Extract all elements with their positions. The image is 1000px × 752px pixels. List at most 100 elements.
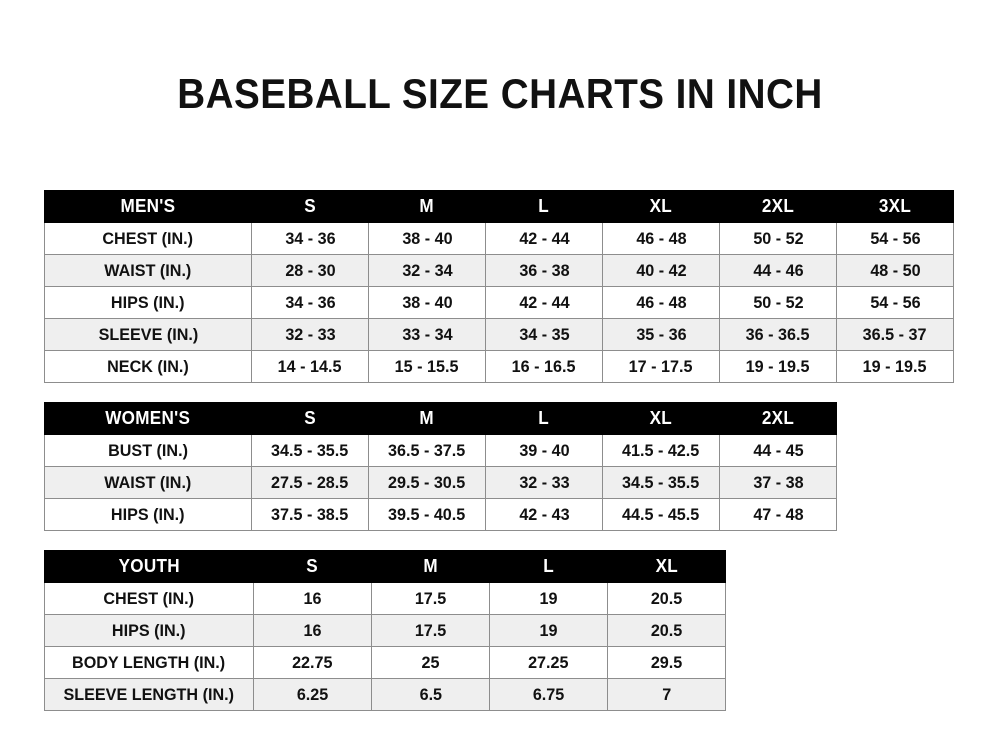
womens-measurement-cell: 42 - 43 bbox=[485, 498, 603, 531]
youth-size-table: YOUTH S M L XL CHEST (IN.) 16 17.5 19 20.5 HIPS (… bbox=[44, 550, 726, 711]
womens-measurement-cell: 44 - 45 bbox=[719, 434, 837, 467]
table-row: CHEST (IN.) 16 17.5 19 20.5 bbox=[44, 582, 726, 615]
womens-header-row: WOMEN'S S M L XL 2XL bbox=[44, 402, 837, 435]
womens-table-head: WOMEN'S S M L XL 2XL bbox=[44, 402, 837, 435]
mens-measurement-cell: 40 - 42 bbox=[602, 254, 720, 287]
womens-row-label: HIPS (IN.) bbox=[44, 498, 252, 531]
womens-measurement-cell: 39.5 - 40.5 bbox=[368, 498, 486, 531]
mens-row-label: HIPS (IN.) bbox=[44, 286, 252, 319]
table-row: WAIST (IN.) 28 - 30 32 - 34 36 - 38 40 - 42 4… bbox=[44, 254, 954, 287]
table-row: HIPS (IN.) 37.5 - 38.5 39.5 - 40.5 42 - 43 4… bbox=[44, 498, 837, 531]
mens-measurement-cell: 38 - 40 bbox=[368, 222, 486, 255]
mens-measurement-cell: 17 - 17.5 bbox=[602, 350, 720, 383]
mens-size-header-xl: XL bbox=[602, 190, 720, 223]
mens-measurement-cell: 28 - 30 bbox=[251, 254, 369, 287]
youth-measurement-cell: 20.5 bbox=[607, 582, 726, 615]
womens-measurement-cell: 37.5 - 38.5 bbox=[251, 498, 369, 531]
mens-measurement-cell: 48 - 50 bbox=[836, 254, 954, 287]
mens-measurement-cell: 34 - 36 bbox=[251, 286, 369, 319]
mens-measurement-cell: 42 - 44 bbox=[485, 222, 603, 255]
womens-measurement-cell: 27.5 - 28.5 bbox=[251, 466, 369, 499]
mens-measurement-cell: 42 - 44 bbox=[485, 286, 603, 319]
table-row: BODY LENGTH (IN.) 22.75 25 27.25 29.5 bbox=[44, 646, 726, 679]
youth-measurement-cell: 16 bbox=[253, 582, 372, 615]
youth-header-row: YOUTH S M L XL bbox=[44, 550, 726, 583]
page-title: BASEBALL SIZE CHARTS IN INCH bbox=[177, 70, 823, 117]
mens-measurement-cell: 54 - 56 bbox=[836, 222, 954, 255]
table-row: NECK (IN.) 14 - 14.5 15 - 15.5 16 - 16.5 17 … bbox=[44, 350, 954, 383]
youth-row-label: HIPS (IN.) bbox=[44, 614, 254, 647]
womens-measurement-cell: 39 - 40 bbox=[485, 434, 603, 467]
youth-measurement-cell: 25 bbox=[371, 646, 490, 679]
womens-row-label: BUST (IN.) bbox=[44, 434, 252, 467]
youth-size-header-l: L bbox=[489, 550, 608, 583]
mens-size-header-3xl: 3XL bbox=[836, 190, 954, 223]
womens-category-header: WOMEN'S bbox=[44, 402, 252, 435]
womens-size-header-s: S bbox=[251, 402, 369, 435]
mens-measurement-cell: 32 - 33 bbox=[251, 318, 369, 351]
mens-measurement-cell: 35 - 36 bbox=[602, 318, 720, 351]
youth-measurement-cell: 29.5 bbox=[607, 646, 726, 679]
womens-measurement-cell: 32 - 33 bbox=[485, 466, 603, 499]
youth-measurement-cell: 16 bbox=[253, 614, 372, 647]
womens-size-header-2xl: 2XL bbox=[719, 402, 837, 435]
youth-size-header-m: M bbox=[371, 550, 490, 583]
youth-measurement-cell: 20.5 bbox=[607, 614, 726, 647]
table-row: BUST (IN.) 34.5 - 35.5 36.5 - 37.5 39 - 40 4… bbox=[44, 434, 837, 467]
mens-measurement-cell: 46 - 48 bbox=[602, 222, 720, 255]
youth-measurement-cell: 6.25 bbox=[253, 678, 372, 711]
womens-measurement-cell: 41.5 - 42.5 bbox=[602, 434, 720, 467]
mens-measurement-cell: 50 - 52 bbox=[719, 222, 837, 255]
table-row: SLEEVE (IN.) 32 - 33 33 - 34 34 - 35 35 - 36… bbox=[44, 318, 954, 351]
mens-measurement-cell: 15 - 15.5 bbox=[368, 350, 486, 383]
mens-measurement-cell: 19 - 19.5 bbox=[836, 350, 954, 383]
youth-row-label: SLEEVE LENGTH (IN.) bbox=[44, 678, 254, 711]
youth-measurement-cell: 7 bbox=[607, 678, 726, 711]
mens-row-label: NECK (IN.) bbox=[44, 350, 252, 383]
mens-size-header-s: S bbox=[251, 190, 369, 223]
mens-header-row: MEN'S S M L XL 2XL 3XL bbox=[44, 190, 954, 223]
mens-measurement-cell: 36.5 - 37 bbox=[836, 318, 954, 351]
womens-size-header-m: M bbox=[368, 402, 486, 435]
mens-measurement-cell: 34 - 35 bbox=[485, 318, 603, 351]
womens-size-header-xl: XL bbox=[602, 402, 720, 435]
youth-measurement-cell: 6.75 bbox=[489, 678, 608, 711]
youth-size-header-xl: XL bbox=[607, 550, 726, 583]
table-row: SLEEVE LENGTH (IN.) 6.25 6.5 6.75 7 bbox=[44, 678, 726, 711]
mens-size-header-2xl: 2XL bbox=[719, 190, 837, 223]
table-row: CHEST (IN.) 34 - 36 38 - 40 42 - 44 46 - 48 5… bbox=[44, 222, 954, 255]
youth-measurement-cell: 19 bbox=[489, 582, 608, 615]
mens-size-header-l: L bbox=[485, 190, 603, 223]
mens-measurement-cell: 54 - 56 bbox=[836, 286, 954, 319]
youth-measurement-cell: 17.5 bbox=[371, 582, 490, 615]
youth-measurement-cell: 27.25 bbox=[489, 646, 608, 679]
youth-category-header: YOUTH bbox=[44, 550, 254, 583]
mens-measurement-cell: 34 - 36 bbox=[251, 222, 369, 255]
mens-measurement-cell: 32 - 34 bbox=[368, 254, 486, 287]
mens-measurement-cell: 46 - 48 bbox=[602, 286, 720, 319]
mens-measurement-cell: 50 - 52 bbox=[719, 286, 837, 319]
table-row: WAIST (IN.) 27.5 - 28.5 29.5 - 30.5 32 - 33… bbox=[44, 466, 837, 499]
youth-measurement-cell: 22.75 bbox=[253, 646, 372, 679]
mens-row-label: WAIST (IN.) bbox=[44, 254, 252, 287]
mens-table-head: MEN'S S M L XL 2XL 3XL bbox=[44, 190, 954, 223]
womens-row-label: WAIST (IN.) bbox=[44, 466, 252, 499]
mens-measurement-cell: 36 - 36.5 bbox=[719, 318, 837, 351]
mens-measurement-cell: 36 - 38 bbox=[485, 254, 603, 287]
womens-size-header-l: L bbox=[485, 402, 603, 435]
mens-measurement-cell: 38 - 40 bbox=[368, 286, 486, 319]
mens-row-label: CHEST (IN.) bbox=[44, 222, 252, 255]
table-row: HIPS (IN.) 16 17.5 19 20.5 bbox=[44, 614, 726, 647]
womens-measurement-cell: 36.5 - 37.5 bbox=[368, 434, 486, 467]
mens-category-header: MEN'S bbox=[44, 190, 252, 223]
mens-measurement-cell: 14 - 14.5 bbox=[251, 350, 369, 383]
mens-table-body: CHEST (IN.) 34 - 36 38 - 40 42 - 44 46 - 48 5… bbox=[44, 222, 954, 383]
mens-size-header-m: M bbox=[368, 190, 486, 223]
womens-table-body: BUST (IN.) 34.5 - 35.5 36.5 - 37.5 39 - 40 4… bbox=[44, 434, 837, 531]
youth-measurement-cell: 17.5 bbox=[371, 614, 490, 647]
mens-measurement-cell: 19 - 19.5 bbox=[719, 350, 837, 383]
mens-size-table: MEN'S S M L XL 2XL 3XL CHEST (IN.) 34 - 36 38 - … bbox=[44, 190, 954, 383]
mens-measurement-cell: 33 - 34 bbox=[368, 318, 486, 351]
youth-row-label: CHEST (IN.) bbox=[44, 582, 254, 615]
mens-measurement-cell: 16 - 16.5 bbox=[485, 350, 603, 383]
